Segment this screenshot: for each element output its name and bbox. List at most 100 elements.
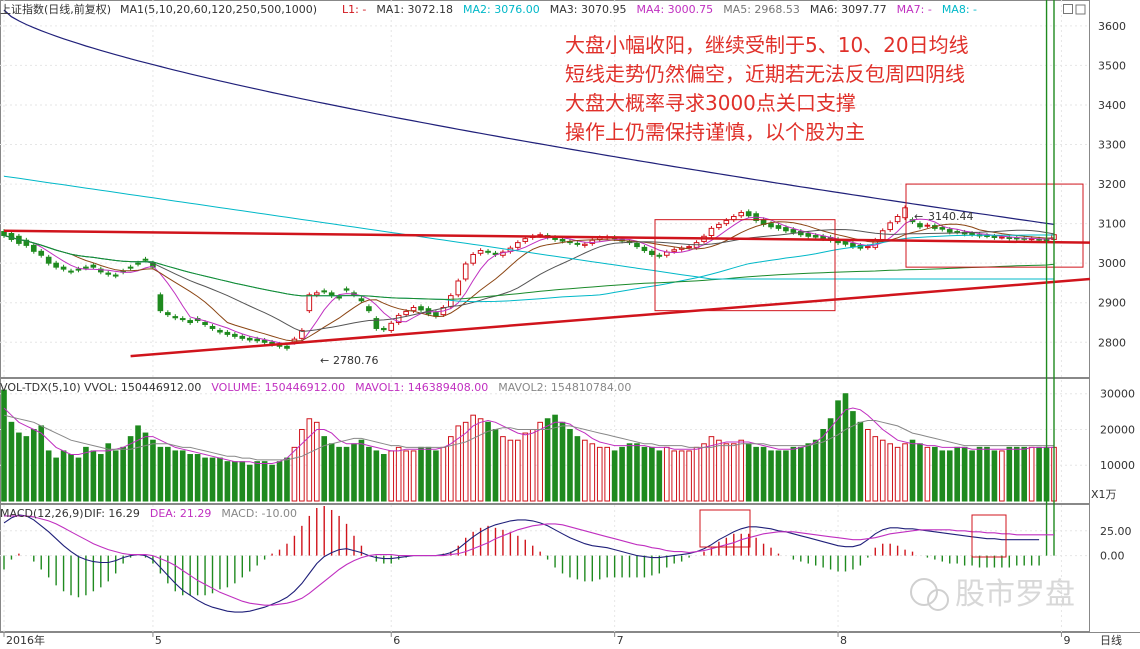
macd-histogram <box>3 0 1055 598</box>
price-y-tick: 3500 <box>1098 59 1126 72</box>
period-label: 日线 <box>1100 633 1122 647</box>
volume-bar <box>783 450 789 502</box>
volume-ma-line <box>3 414 1054 461</box>
price-y-tick: 2800 <box>1098 336 1126 349</box>
volume-bar <box>299 428 305 502</box>
volume-bar <box>306 418 313 502</box>
volume-bar <box>790 446 797 502</box>
volume-bar <box>157 446 164 502</box>
candle <box>373 318 380 329</box>
legend-item: DEA: 21.29 <box>150 507 211 520</box>
y-axis-ticks: 2800 2900 3000 3100 3200 3300 3400 3500 3600 1000… <box>1098 20 1135 563</box>
volume-bar <box>946 450 953 502</box>
x-tick-label: 2016年 <box>6 633 45 647</box>
volume-bar <box>969 450 975 502</box>
legend-item: MAVOL1: 146389408.00 <box>355 381 488 394</box>
candle <box>894 216 901 223</box>
volume-bar <box>634 443 640 502</box>
candle <box>403 310 409 316</box>
volume-bar <box>671 450 678 502</box>
candle <box>68 270 74 273</box>
candle <box>991 235 998 238</box>
candle <box>366 306 372 312</box>
legend-item: MA2: 3076.00 <box>463 3 540 16</box>
candle <box>634 242 640 248</box>
analysis-text: 大盘小幅收阳，继续受制于5、10、20日均线 短线走势仍然偏空，近期若无法反包周… <box>565 33 969 144</box>
candle <box>358 298 365 302</box>
volume-bar <box>961 446 968 502</box>
volume-bar <box>53 457 59 502</box>
candle <box>559 238 566 242</box>
candle <box>395 314 402 324</box>
volume-bar <box>358 439 365 502</box>
settings-icon[interactable] <box>1063 4 1073 14</box>
price-y-tick: 3300 <box>1098 139 1126 152</box>
candle <box>924 224 931 227</box>
volume-bar <box>343 446 350 502</box>
x-tick-label: 5 <box>155 634 162 647</box>
volume-title: VOL-TDX(5,10) <box>0 381 81 394</box>
candle <box>917 223 923 228</box>
highlight-box <box>654 219 836 312</box>
macd-title: MACD(12,26,9) <box>0 507 84 520</box>
candle <box>522 238 529 242</box>
volume-bar <box>1021 446 1028 502</box>
candle <box>224 331 231 335</box>
legend-item: MA3: 3070.95 <box>550 3 627 16</box>
candle <box>515 242 521 248</box>
volume-bar <box>544 418 551 502</box>
candle <box>865 246 871 249</box>
expand-icon[interactable] <box>1075 4 1086 15</box>
candle <box>790 229 797 233</box>
x-tick-label: 8 <box>840 634 847 647</box>
candle <box>745 211 752 217</box>
candle <box>75 268 82 271</box>
candle <box>165 312 171 316</box>
volume-bar <box>246 464 253 502</box>
volume-bar <box>261 461 268 502</box>
volume-bar <box>165 446 171 502</box>
highlight-box <box>905 183 1084 268</box>
volume-bar <box>798 446 804 502</box>
volume-bar <box>805 443 812 502</box>
candle <box>418 306 424 311</box>
volume-unit: X1万 <box>1091 488 1117 501</box>
volume-bar <box>582 439 588 502</box>
moving-average-lines <box>3 9 1055 345</box>
candle <box>98 268 104 273</box>
legend-item: MAVOL2: 154810784.00 <box>498 381 631 394</box>
legend-item: VVOL: 150446912.00 <box>84 381 201 394</box>
volume-bar <box>485 421 491 502</box>
volume-bar <box>217 457 223 502</box>
candle <box>641 246 648 252</box>
ma-line <box>3 228 1055 333</box>
volume-bar <box>135 425 141 502</box>
volume-bar <box>708 436 715 502</box>
candle <box>485 250 491 253</box>
analysis-line-2: 短线走势仍然偏空，近期若无法反包周四阴线 <box>565 62 965 86</box>
volume-bar <box>60 450 67 502</box>
x-tick-label: 9 <box>1063 634 1070 647</box>
volume-bar <box>477 418 484 502</box>
candle <box>60 266 67 270</box>
ma-cyan-line <box>3 175 1054 280</box>
x-tick-label: 6 <box>393 634 400 647</box>
volume-bar <box>8 421 15 502</box>
candle <box>187 320 193 324</box>
legend-item: MA1: 3072.18 <box>376 3 453 16</box>
panel-frames <box>0 0 1140 633</box>
volume-bar <box>693 446 700 502</box>
volume-bar <box>626 443 633 502</box>
volume-bar <box>187 454 193 502</box>
volume-bar <box>1006 446 1013 502</box>
volume-bar <box>887 443 893 502</box>
candle <box>470 253 476 264</box>
candle <box>246 337 253 341</box>
candle <box>805 233 812 237</box>
volume-bar <box>753 446 759 502</box>
panel-controls[interactable] <box>1063 4 1086 15</box>
volume-bar <box>142 432 149 502</box>
price-y-tick: 2900 <box>1098 297 1126 310</box>
candle <box>299 329 305 339</box>
volume-bar <box>984 446 990 502</box>
